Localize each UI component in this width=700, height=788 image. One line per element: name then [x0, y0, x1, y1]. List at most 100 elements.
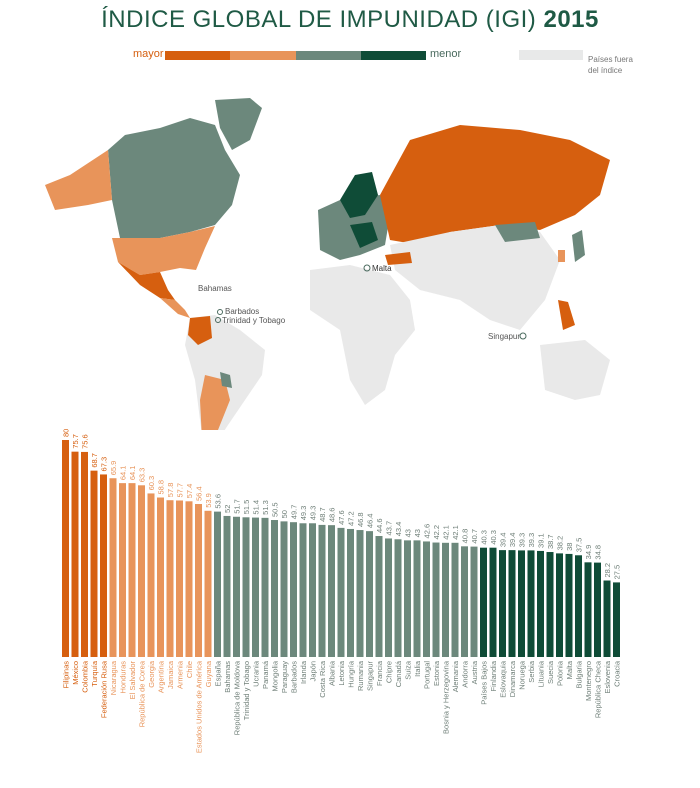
map-japan: [572, 230, 585, 262]
value-label: 57.8: [166, 483, 175, 498]
category-label: Panamá: [261, 660, 270, 689]
bar-22: [271, 520, 278, 657]
category-label: Letonia: [337, 660, 346, 685]
map-central-america: [160, 298, 190, 318]
value-label: 63.3: [138, 468, 147, 483]
value-label: 38.7: [546, 534, 555, 549]
map-argentina: [200, 375, 230, 430]
bar-50: [537, 550, 544, 657]
value-label: 57.4: [185, 484, 194, 499]
bar-45: [489, 547, 497, 657]
value-label: 38: [565, 543, 574, 551]
legend-swatch-3: [296, 51, 361, 60]
map-korea: [558, 250, 565, 262]
bar-40: [442, 542, 449, 657]
bar-9: [147, 493, 155, 657]
category-label: Serbia: [527, 660, 536, 683]
bar-8: [138, 485, 145, 657]
category-label: Japón: [309, 661, 318, 681]
value-label: 42.2: [432, 525, 441, 540]
map-canada: [108, 118, 240, 238]
bar-54: [575, 555, 582, 657]
bar-28: [328, 525, 335, 657]
map-label-barbados: Barbados: [225, 307, 259, 316]
value-label: 43: [404, 529, 413, 537]
category-label: Guyana: [204, 660, 213, 687]
map-philippines: [558, 300, 575, 330]
bar-25: [299, 523, 307, 657]
bar-55: [584, 562, 592, 657]
bar-47: [508, 550, 516, 657]
value-label: 42.1: [451, 525, 460, 540]
bar-7: [128, 483, 136, 657]
category-label: España: [214, 660, 223, 686]
category-label: República de Corea: [138, 660, 147, 727]
value-label: 49.7: [290, 505, 299, 520]
bar-41: [451, 542, 459, 657]
value-label: 64.1: [128, 466, 137, 481]
bar-4: [100, 474, 107, 657]
category-label: Países Bajos: [480, 661, 489, 705]
category-label: Estonia: [432, 660, 441, 686]
value-label: 75.7: [71, 434, 80, 449]
legend-outside-swatch: [519, 50, 583, 60]
bar-21: [261, 517, 269, 657]
category-label: Suiza: [404, 660, 413, 680]
bar-30: [347, 528, 354, 657]
map-usa: [112, 226, 215, 275]
barbados-marker: [217, 309, 223, 315]
category-label: Portugal: [423, 661, 432, 689]
bar-27: [318, 524, 326, 657]
category-label: Suecia: [546, 660, 555, 684]
value-label: 68.7: [90, 453, 99, 468]
bar-33: [375, 536, 383, 657]
bar-15: [204, 510, 212, 657]
value-label: 51.5: [242, 500, 251, 515]
value-label: 65.9: [109, 461, 118, 476]
category-label: Jamaica: [166, 660, 175, 689]
category-label: México: [71, 661, 80, 685]
value-label: 42.6: [423, 524, 432, 539]
map-turkey: [385, 252, 412, 265]
value-label: 46.4: [366, 514, 375, 529]
value-label: 43.7: [385, 521, 394, 536]
value-label: 50.5: [271, 502, 280, 517]
map-central-europe: [350, 222, 378, 248]
map-alaska: [45, 150, 112, 210]
value-label: 53.6: [214, 494, 223, 509]
bar-44: [480, 547, 487, 657]
bar-53: [565, 553, 573, 657]
bar-32: [366, 531, 373, 657]
value-label: 60.3: [147, 476, 156, 491]
value-label: 64.1: [119, 466, 128, 481]
bar-56: [594, 562, 601, 657]
world-map: Bahamas Barbados Trinidad y Tobago Malta…: [45, 98, 610, 430]
value-label: 43.4: [394, 522, 403, 537]
legend-swatch-2: [230, 51, 296, 60]
map-mexico: [118, 262, 175, 300]
bar-34: [385, 538, 392, 657]
category-label: Lituania: [537, 660, 546, 687]
value-label: 56.4: [195, 486, 204, 501]
value-label: 47.2: [347, 511, 356, 526]
category-label: Bosnia y Herzegovina: [442, 660, 451, 734]
bar-1: [71, 451, 79, 657]
map-colombia: [188, 316, 212, 345]
category-label: Bahamas: [223, 661, 232, 693]
value-label: 38.2: [556, 536, 565, 551]
bar-6: [119, 483, 126, 657]
bar-17: [223, 515, 231, 657]
category-label: Colombia: [81, 660, 90, 693]
category-label: Austria: [470, 660, 479, 684]
category-label: Filipinas: [62, 661, 71, 689]
legend-swatch-4: [361, 51, 426, 60]
bar-48: [518, 550, 525, 657]
value-label: 48.7: [318, 507, 327, 522]
bar-46: [499, 550, 506, 657]
value-label: 75.6: [81, 434, 90, 449]
map-africa: [310, 265, 415, 405]
category-label: Italia: [413, 660, 422, 677]
value-label: 52: [223, 505, 232, 513]
category-label: Eslovaquia: [499, 660, 508, 698]
value-label: 51.7: [233, 499, 242, 514]
